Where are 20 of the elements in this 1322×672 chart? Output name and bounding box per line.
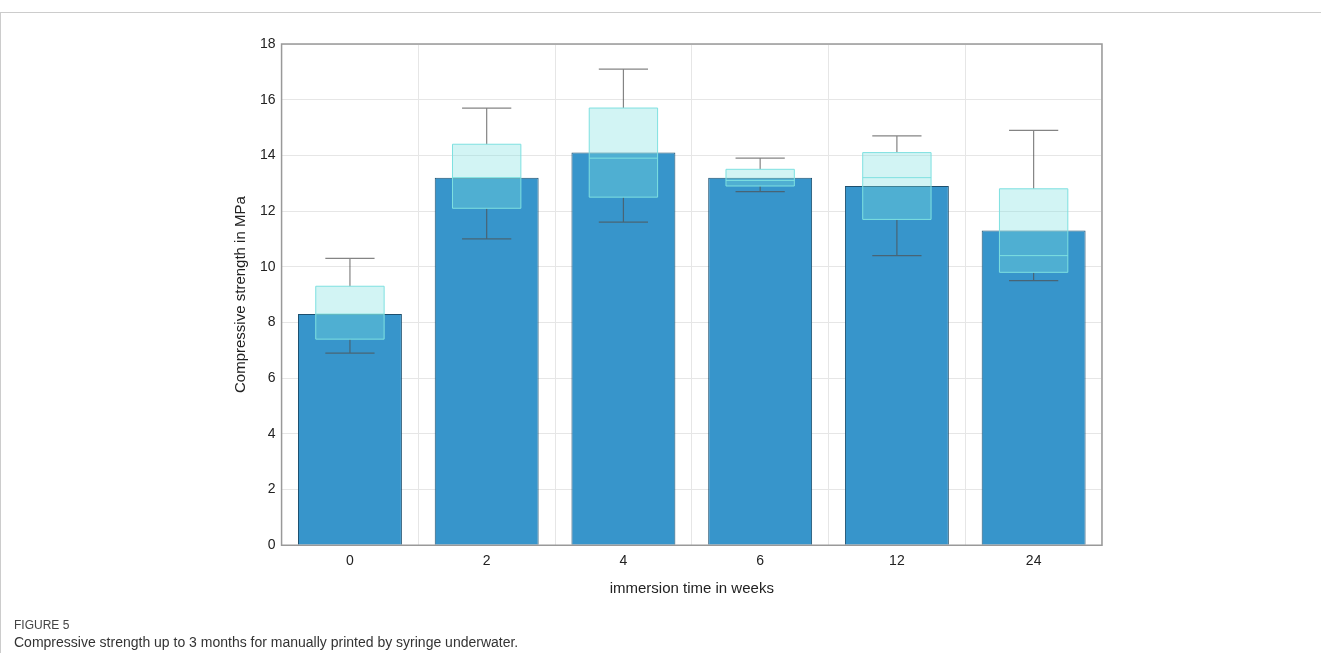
y-tick-label: 16: [259, 90, 276, 107]
y-tick-label: 12: [259, 201, 276, 218]
x-tick-label: 6: [756, 552, 765, 569]
y-tick-label: 4: [267, 424, 276, 441]
x-axis-title: immersion time in weeks: [609, 579, 774, 597]
x-tick-label: 0: [346, 552, 355, 569]
y-tick-label: 8: [267, 313, 276, 330]
y-tick-label: 6: [267, 368, 276, 385]
y-tick-label: 0: [267, 536, 276, 553]
y-tick-label: 2: [267, 480, 276, 497]
x-tick-label: 12: [889, 552, 905, 569]
y-tick-label: 14: [259, 146, 276, 163]
y-axis-title: Compressive strength in MPa: [231, 195, 249, 393]
text: Compressive strength up to 3 months for manually printed by syringe underwater.: [14, 634, 519, 650]
y-tick-label: 10: [259, 257, 276, 274]
caption: FIGURE 5: [14, 618, 71, 632]
y-tick-label: 18: [259, 34, 276, 51]
x-tick-label: 4: [619, 552, 628, 569]
x-tick-label: 2: [482, 552, 491, 569]
x-tick-label: 24: [1025, 552, 1042, 569]
